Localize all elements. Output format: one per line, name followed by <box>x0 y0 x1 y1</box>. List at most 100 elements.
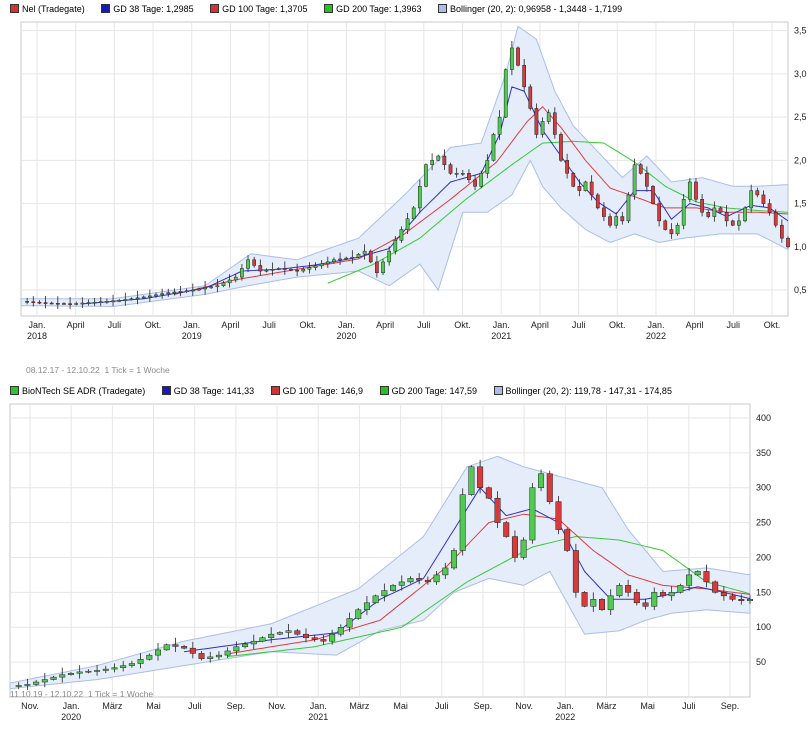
candle-down <box>730 220 735 226</box>
candle-down <box>25 301 29 303</box>
candle-up <box>355 609 362 619</box>
x-tick-label: März <box>102 701 122 711</box>
candle-up <box>363 602 370 611</box>
legend-item[interactable]: GD 38 Tage: 1,2985 <box>101 4 194 14</box>
candle-up <box>338 258 342 261</box>
x-tick-label: Jan. <box>28 320 45 330</box>
x-tick-label: Mai <box>393 701 408 711</box>
candle-up <box>430 160 434 165</box>
candle-up <box>268 633 275 638</box>
candle-up <box>350 256 355 259</box>
legend-item[interactable]: GD 200 Tage: 147,59 <box>379 386 477 396</box>
candle-up <box>381 590 388 597</box>
candle-up <box>209 286 214 289</box>
x-tick-label: Nov. <box>268 701 286 711</box>
legend-item[interactable]: Bollinger (20, 2): 0,96958 - 1,3448 - 1,… <box>437 4 622 14</box>
candle-up <box>240 268 244 278</box>
candle-down <box>761 194 766 204</box>
candle-up <box>190 289 195 292</box>
chart-panel-biontech: BioNTech SE ADR (Tradegate) GD 38 Tage: … <box>0 382 812 743</box>
candle-down <box>516 47 520 66</box>
legend-item[interactable]: GD 100 Tage: 1,3705 <box>210 4 308 14</box>
candle-up <box>141 296 146 299</box>
candle-down <box>55 302 60 305</box>
candle-down <box>522 64 527 88</box>
y-tick-label: 3,5 <box>794 26 807 36</box>
candle-up <box>614 216 619 226</box>
x-tick-year: 2021 <box>308 712 328 722</box>
candle-up <box>148 295 152 298</box>
candle-up <box>105 301 109 303</box>
candle-down <box>581 592 588 607</box>
legend-item[interactable]: BioNTech SE ADR (Tradegate) <box>10 386 145 396</box>
candle-up <box>50 676 57 680</box>
candle-down <box>786 237 790 248</box>
candle-down <box>442 155 447 165</box>
legend-item[interactable]: GD 100 Tage: 146,9 <box>270 386 363 396</box>
candle-down <box>638 164 643 174</box>
candle-down <box>477 466 484 488</box>
candle-up <box>86 302 91 304</box>
candle-down <box>720 592 727 597</box>
x-tick-label: Jan. <box>310 701 327 711</box>
candle-up <box>393 240 398 252</box>
candle-down <box>602 207 606 217</box>
candle-up <box>332 259 336 263</box>
candle-down <box>694 181 698 200</box>
legend-item[interactable]: Nel (Tradegate) <box>10 4 85 14</box>
range-note: 11.10.19 - 12.10.22 1 Tick = 1 Woche <box>10 689 154 699</box>
candle-up <box>146 654 153 660</box>
candle-down <box>528 86 533 109</box>
candle-up <box>207 656 214 659</box>
candle-up <box>356 253 361 258</box>
candle-down <box>651 186 655 204</box>
candle-up <box>129 298 134 300</box>
candle-down <box>68 303 72 305</box>
candle-up <box>607 595 614 611</box>
candle-up <box>120 665 127 668</box>
candle-up <box>737 220 741 226</box>
legend-item[interactable]: GD 200 Tage: 1,3963 <box>324 4 421 14</box>
candle-down <box>375 261 379 274</box>
candle-down <box>282 268 287 270</box>
candle-up <box>694 571 701 576</box>
candle-up <box>686 574 693 586</box>
candle-up <box>15 685 22 687</box>
candle-up <box>372 595 379 604</box>
candle-up <box>675 224 680 235</box>
candle-down <box>467 173 471 181</box>
x-tick-label: März <box>596 701 616 711</box>
x-tick-label: Okt. <box>609 320 626 330</box>
candle-up <box>749 190 754 209</box>
candle-up <box>154 294 158 297</box>
candle-down <box>620 216 625 222</box>
legend-item[interactable]: GD 38 Tage: 141,33 <box>161 386 254 396</box>
candle-down <box>43 302 48 304</box>
candle-down <box>295 269 299 272</box>
candle-up <box>307 267 312 270</box>
candle-down <box>416 578 423 581</box>
candle-up <box>381 261 385 274</box>
legend-swatch <box>101 4 111 13</box>
candle-down <box>669 229 674 235</box>
chart-panel-nel: Nel (Tradegate) GD 38 Tage: 1,2985 GD 10… <box>0 0 812 390</box>
legend-nel: Nel (Tradegate) GD 38 Tage: 1,2985 GD 10… <box>10 4 636 14</box>
candle-down <box>729 595 736 600</box>
candle-up <box>346 618 353 628</box>
candle-up <box>510 47 514 70</box>
legend-item[interactable]: Bollinger (20, 2): 119,78 - 147,31 - 174… <box>493 386 672 396</box>
candle-up <box>166 292 171 294</box>
x-tick-label: April <box>67 320 85 330</box>
candle-down <box>642 602 649 607</box>
y-tick-label: 1,5 <box>794 199 807 209</box>
candle-down <box>37 301 42 304</box>
x-tick-label: Okt. <box>764 320 781 330</box>
candle-up <box>111 667 118 670</box>
candle-up <box>76 671 83 674</box>
candle-down <box>424 579 431 583</box>
candle-up <box>67 673 74 675</box>
sma200-line <box>227 535 751 657</box>
x-tick-label: Mai <box>640 701 655 711</box>
